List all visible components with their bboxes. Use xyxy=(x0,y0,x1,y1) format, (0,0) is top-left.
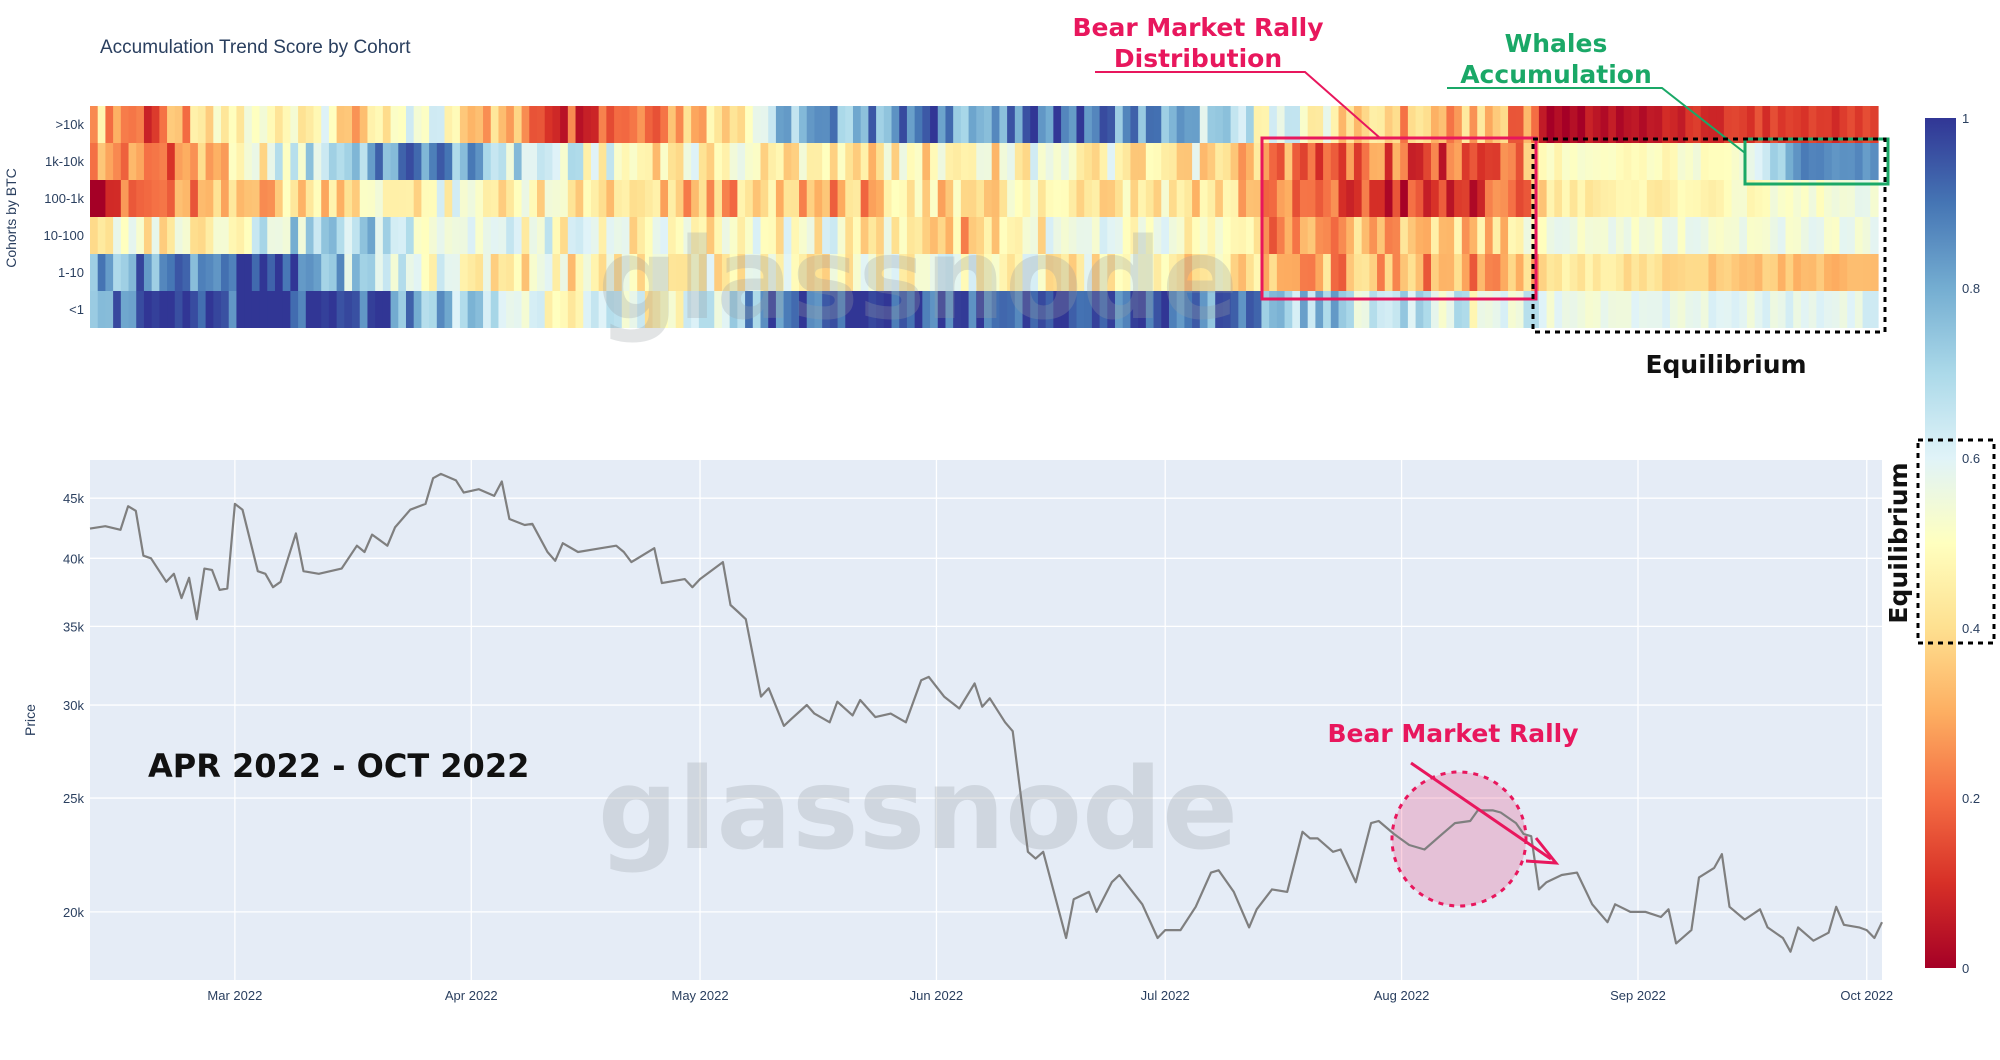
price-x-tick-label: Aug 2022 xyxy=(1374,988,1430,1003)
heatmap-y-axis-title: Cohorts by BTC xyxy=(3,168,19,268)
price-y-tick-label: 40k xyxy=(63,551,84,566)
heatmap-row-label: 1k-10k xyxy=(45,154,85,169)
heatmap-row-label: >10k xyxy=(55,117,84,132)
equilibrium-label-colorbar: Equilibrium xyxy=(1884,462,1913,623)
heatmap xyxy=(90,106,1879,328)
colorbar-tick-label: 0.2 xyxy=(1962,791,1980,806)
price-x-tick-label: Jul 2022 xyxy=(1141,988,1190,1003)
whales-accumulation-label-line2: Accumulation xyxy=(1460,60,1652,89)
price-x-tick-label: Sep 2022 xyxy=(1610,988,1666,1003)
colorbar-ticks: 0 0.2 0.4 0.6 0.8 1 xyxy=(1962,111,1980,976)
whales-accumulation-label-line1: Whales xyxy=(1505,29,1608,58)
price-y-tick-label: 20k xyxy=(63,905,84,920)
heatmap-row-label: <1 xyxy=(69,302,84,317)
price-plot-background xyxy=(90,460,1882,980)
bear-rally-distribution-label-line2: Distribution xyxy=(1114,44,1282,73)
price-x-tick-label: May 2022 xyxy=(671,988,728,1003)
bear-rally-distribution-box xyxy=(1260,136,1538,301)
bear-rally-arrow-head xyxy=(1525,837,1560,865)
heatmap-row-label: 100-1k xyxy=(44,191,84,206)
price-x-tick-label: Apr 2022 xyxy=(445,988,498,1003)
price-x-tick-label: Mar 2022 xyxy=(207,988,262,1003)
price-gridlines xyxy=(90,460,1882,980)
colorbar-tick-label: 0 xyxy=(1962,961,1969,976)
heatmap-row-labels: >10k 1k-10k 100-1k 10-100 1-10 <1 xyxy=(44,117,85,317)
watermark-bottom: glassnode xyxy=(598,745,1238,875)
price-y-axis-title: Price xyxy=(22,704,38,736)
price-x-tick-label: Oct 2022 xyxy=(1840,988,1893,1003)
colorbar-tick-label: 1 xyxy=(1962,111,1969,126)
price-series-line xyxy=(89,472,1883,953)
price-y-tick-label: 45k xyxy=(63,491,84,506)
whales-accumulation-pointer xyxy=(1447,87,1746,154)
heatmap-title: Accumulation Trend Score by Cohort xyxy=(100,37,411,58)
price-y-tick-label: 35k xyxy=(63,619,84,634)
equilibrium-label-heatmap: Equilibrium xyxy=(1645,350,1806,379)
colorbar-tick-label: 0.8 xyxy=(1962,281,1980,296)
price-x-ticks: Mar 2022 Apr 2022 May 2022 Jun 2022 Jul 2022… xyxy=(207,988,1893,1003)
price-y-tick-label: 30k xyxy=(63,698,84,713)
colorbar-tick-label: 0.4 xyxy=(1962,621,1980,636)
bear-rally-arrow-shaft xyxy=(1410,761,1552,861)
heatmap-row-label: 10-100 xyxy=(44,228,84,243)
bear-rally-distribution-pointer xyxy=(1095,71,1381,139)
period-label: APR 2022 - OCT 2022 xyxy=(148,747,529,785)
equilibrium-box-heatmap xyxy=(1531,137,1887,334)
watermark-top: glassnode xyxy=(598,215,1238,345)
colorbar xyxy=(1925,118,1956,968)
colorbar-tick-label: 0.6 xyxy=(1962,451,1980,466)
price-y-tick-label: 25k xyxy=(63,791,84,806)
bear-rally-distribution-label-line1: Bear Market Rally xyxy=(1072,13,1323,42)
price-x-tick-label: Jun 2022 xyxy=(910,988,964,1003)
heatmap-row-label: 1-10 xyxy=(58,265,84,280)
price-y-ticks: 20k 25k 30k 35k 40k 45k xyxy=(63,491,84,920)
bear-rally-circle xyxy=(1390,770,1528,908)
bear-rally-label: Bear Market Rally xyxy=(1327,719,1578,748)
